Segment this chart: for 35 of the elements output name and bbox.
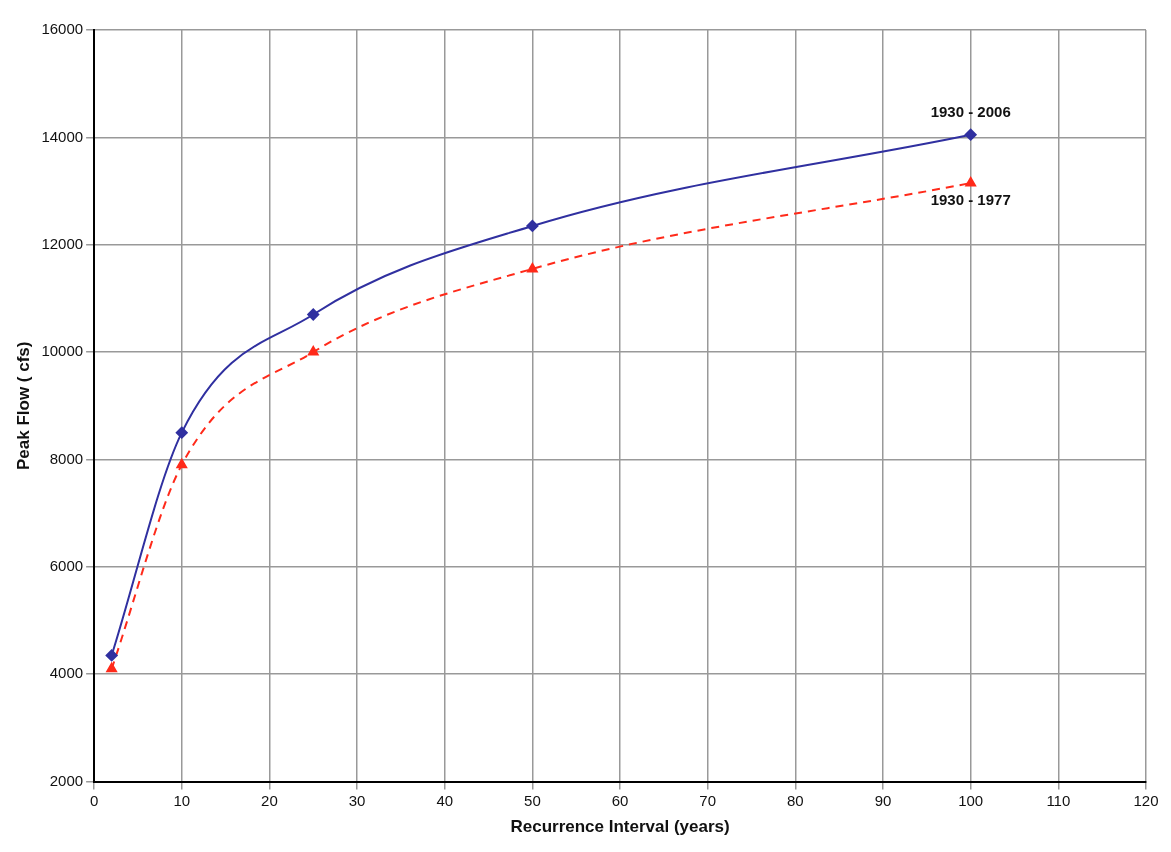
point bbox=[527, 262, 538, 273]
x-tick-label: 10 bbox=[173, 791, 191, 809]
point bbox=[965, 177, 977, 187]
x-tick-label: 100 bbox=[958, 791, 984, 809]
y-tick-label: 4000 bbox=[49, 664, 84, 682]
series-label: 1930 - 2006 bbox=[930, 103, 1011, 121]
point bbox=[526, 219, 539, 232]
x-tick-label: 90 bbox=[874, 791, 892, 809]
x-tick-label: 110 bbox=[1046, 791, 1071, 809]
point bbox=[105, 649, 118, 662]
y-axis-title: Peak Flow ( cfs) bbox=[13, 341, 33, 471]
point bbox=[964, 128, 977, 141]
y-tick-label: 10000 bbox=[41, 342, 84, 360]
y-tick-label: 14000 bbox=[41, 127, 84, 145]
x-tick-label: 80 bbox=[787, 791, 804, 809]
y-tick-label: 12000 bbox=[41, 234, 84, 252]
x-axis-title: Recurrence Interval (years) bbox=[510, 817, 730, 837]
point bbox=[307, 308, 320, 321]
series-label: 1930 - 1977 bbox=[930, 190, 1011, 208]
x-tick-label: 120 bbox=[1133, 791, 1159, 809]
point bbox=[176, 458, 188, 469]
point bbox=[307, 346, 319, 356]
x-tick-label: 30 bbox=[348, 791, 366, 809]
point bbox=[175, 426, 188, 439]
x-tick-label: 0 bbox=[89, 791, 99, 809]
y-tick-label: 8000 bbox=[49, 449, 84, 467]
x-tick-label: 50 bbox=[524, 791, 541, 809]
x-tick-label: 60 bbox=[611, 791, 629, 809]
point bbox=[106, 662, 117, 673]
y-tick-label: 2000 bbox=[49, 771, 84, 789]
x-tick-label: 20 bbox=[261, 791, 278, 809]
y-tick-label: 6000 bbox=[49, 557, 84, 574]
y-tick-label: 16000 bbox=[41, 20, 84, 38]
x-tick-label: 70 bbox=[699, 791, 717, 809]
x-tick-label: 40 bbox=[436, 791, 454, 809]
